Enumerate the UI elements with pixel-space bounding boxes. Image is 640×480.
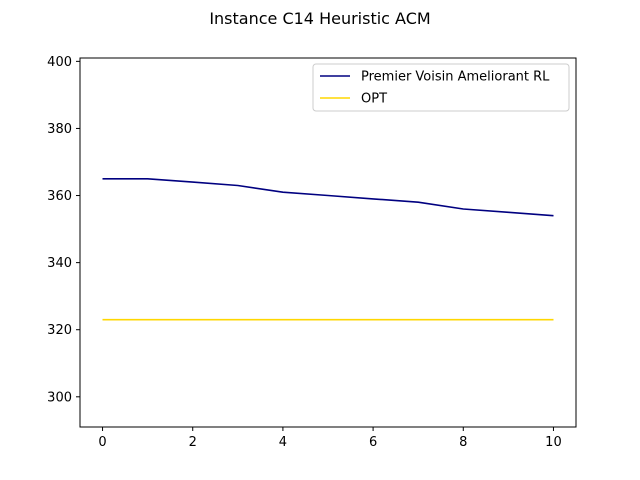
y-axis: 300 320 340 360 380 400 — [47, 55, 80, 405]
y-tick-label: 400 — [47, 55, 72, 70]
legend-box — [312, 63, 570, 112]
y-tick-label: 360 — [47, 189, 72, 204]
x-tick-label: 10 — [545, 435, 562, 450]
series-line-0 — [102, 178, 554, 217]
x-tick-label: 2 — [189, 435, 197, 450]
x-tick-label: 0 — [98, 435, 106, 450]
y-tick-label: 380 — [47, 122, 72, 137]
y-tick-label: 340 — [47, 256, 72, 271]
legend: Premier Voisin Ameliorant RL OPT — [312, 63, 570, 112]
x-tick-label: 8 — [459, 435, 467, 450]
x-tick-label: 6 — [369, 435, 377, 450]
legend-label: Premier Voisin Ameliorant RL — [361, 70, 550, 85]
y-tick-label: 300 — [47, 390, 72, 405]
plot-area — [79, 57, 577, 428]
x-axis: 0 2 4 6 8 10 — [98, 427, 562, 450]
legend-label: OPT — [361, 92, 387, 107]
chart-title: Instance C14 Heuristic ACM — [209, 9, 430, 28]
y-tick-label: 320 — [47, 323, 72, 338]
x-tick-label: 4 — [279, 435, 287, 450]
series-lines — [102, 178, 554, 321]
